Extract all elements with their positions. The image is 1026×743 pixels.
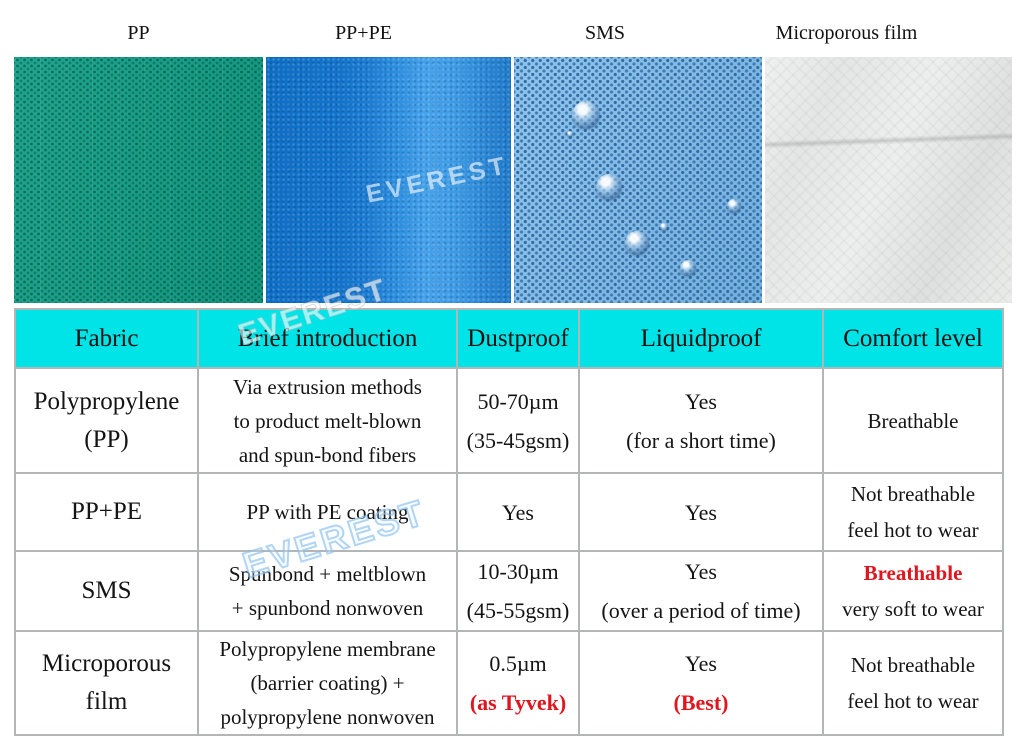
liquidproof-cell: Yes (Best) <box>578 630 824 736</box>
header-cell-liquidproof: Liquidproof <box>578 308 824 369</box>
sample-labels-row: PP PP+PE SMS Microporous film <box>14 22 1012 45</box>
dustproof-cell: 50-70µm (35-45gsm) <box>456 367 580 474</box>
cell-line: feel hot to wear <box>847 689 979 713</box>
cell-line: Not breathable <box>850 653 976 677</box>
table-row-pp: Polypropylene (PP) Via extrusion methods… <box>14 367 1004 474</box>
liquidproof-cell: Yes (for a short time) <box>578 367 824 474</box>
water-droplet <box>680 260 696 276</box>
comparison-table: Fabric Brief introduction Dustproof Liqu… <box>14 308 1004 736</box>
cell-line: Polypropylene membrane <box>219 637 436 661</box>
cell-line: 10-30µm <box>477 559 559 584</box>
cell-line: Not breathable <box>850 482 976 506</box>
cell-line: PP with PE coating <box>246 500 409 524</box>
cell-line: (barrier coating) + <box>250 671 405 695</box>
water-droplet <box>625 231 649 255</box>
cell-line: (PP) <box>84 425 129 453</box>
cell-line: SMS <box>81 577 132 604</box>
brief-cell: Spunbond + meltblown + spunbond nonwoven <box>197 550 458 632</box>
cell-line: Yes <box>684 651 717 676</box>
sample-label-pp-pe: PP+PE <box>335 22 392 44</box>
water-droplet <box>572 101 600 129</box>
dustproof-cell: 10-30µm (45-55gsm) <box>456 550 580 632</box>
fabric-cell: Polypropylene (PP) <box>14 367 199 474</box>
sample-label-sms: SMS <box>584 22 626 44</box>
comfort-cell: Not breathable feel hot to wear <box>822 472 1004 552</box>
water-droplet <box>727 199 741 213</box>
fabric-cell: PP+PE <box>14 472 199 552</box>
cell-line: (45-55gsm) <box>466 598 570 623</box>
cell-line-highlighted: Breathable <box>863 561 963 585</box>
water-droplet <box>660 223 668 231</box>
table-header-row: Fabric Brief introduction Dustproof Liqu… <box>14 308 1004 369</box>
header-cell-comfort-level: Comfort level <box>822 308 1004 369</box>
dustproof-cell: 0.5µm (as Tyvek) <box>456 630 580 736</box>
comfort-cell: Breathable <box>822 367 1004 474</box>
cell-line: Microporous <box>41 650 172 677</box>
cell-line-highlighted: (as Tyvek) <box>469 690 567 715</box>
cell-line: to product melt-blown <box>233 408 422 433</box>
cell-line: Polypropylene <box>33 387 180 415</box>
dustproof-cell: Yes <box>456 472 580 552</box>
pp-fabric-photo <box>14 57 263 303</box>
cell-line: (over a period of time) <box>601 598 801 623</box>
brief-cell: Polypropylene membrane (barrier coating)… <box>197 630 458 736</box>
pp-pe-fabric-photo: EVEREST <box>266 57 511 303</box>
liquidproof-cell: Yes <box>578 472 824 552</box>
cell-line: film <box>85 688 128 715</box>
cell-line: Spunbond + meltblown <box>228 562 427 586</box>
water-droplet <box>567 131 573 137</box>
cell-line: and spun-bond fibers <box>238 442 417 467</box>
cell-line: + spunbond nonwoven <box>231 596 424 620</box>
cell-line: (35-45gsm) <box>466 427 570 453</box>
comfort-cell: Not breathable feel hot to wear <box>822 630 1004 736</box>
cell-line: 50-70µm <box>477 388 559 414</box>
brief-cell: PP with PE coating <box>197 472 458 552</box>
header-cell-fabric: Fabric <box>14 308 199 369</box>
fabric-cell: SMS <box>14 550 199 632</box>
header-cell-brief-introduction: Brief introduction <box>197 308 458 369</box>
table-row-pp-pe: PP+PE PP with PE coating Yes Yes Not bre… <box>14 472 1004 552</box>
sample-label-pp: PP <box>127 22 150 44</box>
cell-line: polypropylene nonwoven <box>220 705 435 729</box>
liquidproof-cell: Yes (over a period of time) <box>578 550 824 632</box>
cell-line: Yes <box>684 559 717 584</box>
fabric-cell: Microporous film <box>14 630 199 736</box>
brief-cell: Via extrusion methods to product melt-bl… <box>197 367 458 474</box>
cell-line: PP+PE <box>70 498 143 525</box>
sample-label-microporous-film: Microporous film <box>775 22 918 44</box>
header-cell-dustproof: Dustproof <box>456 308 580 369</box>
water-droplet <box>596 174 622 200</box>
cell-line: 0.5µm <box>489 651 547 676</box>
cell-line: very soft to wear <box>842 597 984 621</box>
cell-line-highlighted: (Best) <box>673 690 729 715</box>
cell-line: (for a short time) <box>626 427 776 453</box>
cell-line: feel hot to wear <box>847 518 979 542</box>
comfort-cell: Breathable very soft to wear <box>822 550 1004 632</box>
cell-line: Yes <box>684 499 717 525</box>
everest-watermark-photo: EVEREST <box>363 151 511 209</box>
fabric-photos-row: EVEREST <box>14 57 1012 303</box>
table-row-sms: SMS Spunbond + meltblown + spunbond nonw… <box>14 550 1004 632</box>
table-row-microporous-film: Microporous film Polypropylene membrane … <box>14 630 1004 736</box>
cell-line: Via extrusion methods <box>233 374 422 399</box>
cell-line: Breathable <box>867 408 959 433</box>
microporous-film-photo <box>765 57 1012 303</box>
cell-line: Yes <box>684 388 717 414</box>
sms-fabric-photo <box>514 57 762 303</box>
cell-line: Yes <box>501 499 534 525</box>
